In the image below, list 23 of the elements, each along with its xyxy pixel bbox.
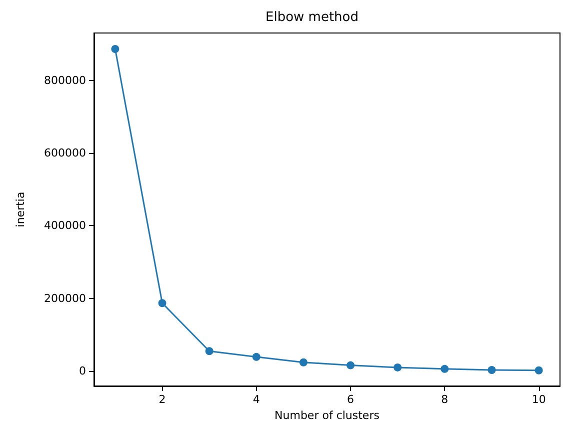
y-tick-label: 0 xyxy=(79,364,86,378)
y-tick-label: 800000 xyxy=(44,74,86,87)
y-axis-title: inertia xyxy=(14,192,27,228)
point xyxy=(299,358,308,366)
point xyxy=(158,299,166,308)
point xyxy=(488,366,496,374)
x-tick-label: 10 xyxy=(532,393,546,406)
x-tick-label: 6 xyxy=(347,393,354,406)
y-tick-label: 600000 xyxy=(44,146,86,160)
point xyxy=(252,352,260,361)
point xyxy=(534,366,543,374)
point xyxy=(440,364,449,373)
chart-title: Elbow method xyxy=(266,10,358,25)
y-tick-label: 200000 xyxy=(44,292,86,305)
x-tick-label: 8 xyxy=(441,393,448,406)
point xyxy=(205,347,214,356)
y-tick-label: 400000 xyxy=(44,219,86,232)
x-axis-title: Number of clusters xyxy=(274,409,380,422)
point xyxy=(394,363,402,372)
x-tick-label: 2 xyxy=(158,393,166,406)
point xyxy=(111,45,120,53)
point xyxy=(346,361,355,370)
x-tick-label: 4 xyxy=(252,393,260,406)
